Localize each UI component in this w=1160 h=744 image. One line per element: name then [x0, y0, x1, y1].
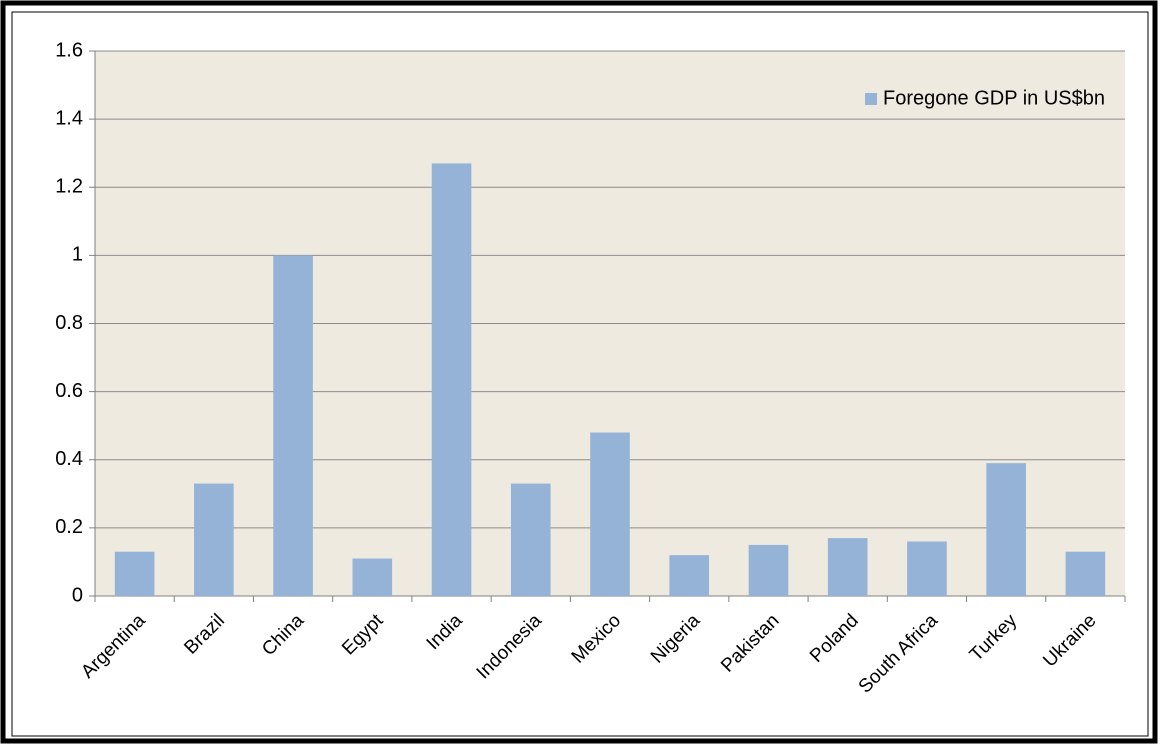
bar — [273, 255, 313, 596]
bar — [669, 555, 710, 596]
bar — [590, 432, 630, 596]
y-tick-label: 1.2 — [55, 176, 83, 198]
bar — [510, 483, 551, 596]
y-tick-label: 0.2 — [55, 516, 83, 538]
bar — [986, 463, 1026, 596]
bar — [352, 558, 393, 596]
bar — [431, 163, 472, 596]
y-tick-label: 1.6 — [55, 39, 83, 61]
legend-label: Foregone GDP in US$bn — [883, 87, 1105, 109]
y-tick-label: 1.4 — [55, 107, 83, 129]
y-tick-label: 1 — [72, 244, 83, 266]
bar — [907, 541, 947, 596]
bar — [827, 538, 868, 596]
y-tick-label: 0.8 — [55, 312, 83, 334]
inner-frame — [11, 11, 1149, 737]
bar — [1065, 551, 1106, 596]
bar — [114, 551, 155, 596]
bar — [748, 544, 789, 596]
legend-swatch — [865, 93, 878, 105]
y-tick-label: 0.4 — [55, 448, 83, 470]
y-tick-label: 0 — [72, 584, 83, 606]
y-tick-label: 0.6 — [55, 380, 83, 402]
bar — [194, 483, 234, 596]
